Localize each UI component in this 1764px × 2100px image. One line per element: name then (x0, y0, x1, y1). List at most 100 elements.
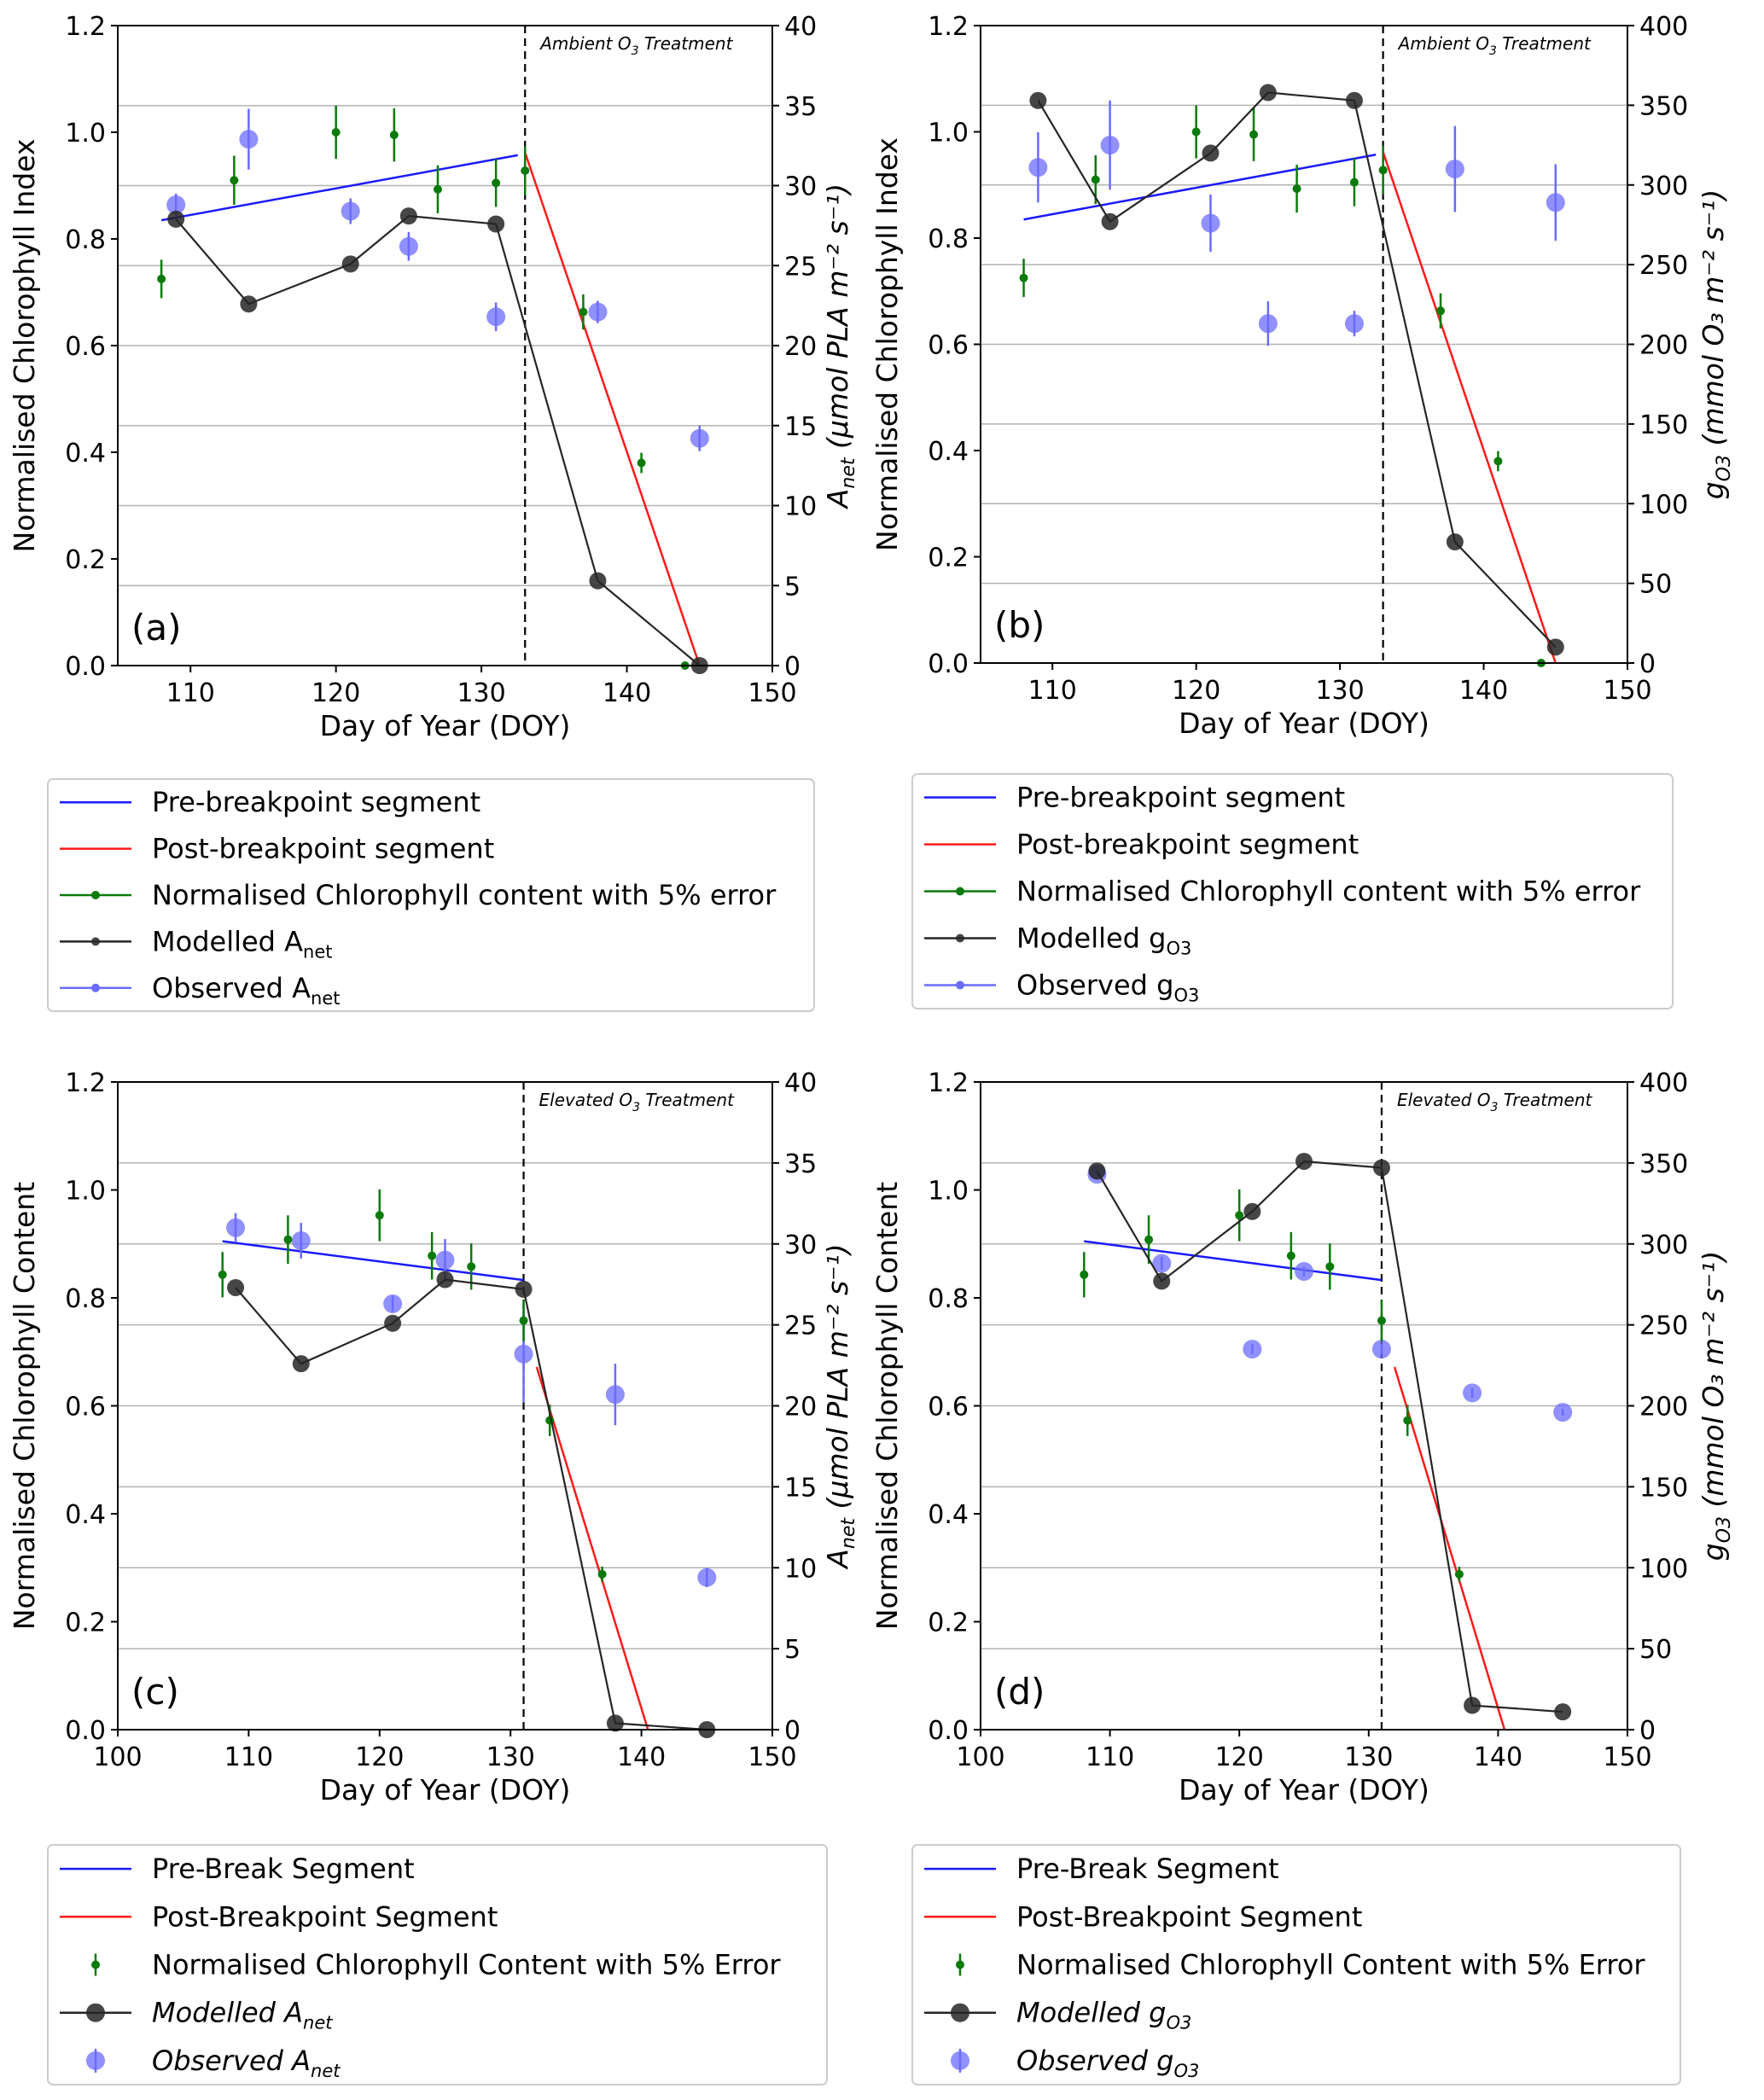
x-tick-label: 120 (311, 678, 360, 708)
legend-label-text: Pre-breakpoint segment (152, 786, 480, 818)
y-right-label-sub: net (838, 1517, 859, 1549)
panel-label: (a) (131, 607, 182, 649)
chlorophyll-point (433, 184, 442, 194)
observed-point (486, 307, 506, 327)
chlorophyll-point (597, 1569, 607, 1579)
y-left-tick-label: 1.2 (928, 1068, 969, 1098)
observed-point (1546, 193, 1565, 212)
y-left-tick-label: 1.0 (928, 119, 969, 148)
legend-label: Normalised Chlorophyll Content with 5% E… (152, 1949, 781, 1981)
x-axis-label: Day of Year (DOY) (320, 709, 571, 742)
y-right-axis-label: gO3 (mmol O₃ m⁻² s⁻¹) (1697, 1251, 1735, 1561)
observed-point (1100, 136, 1120, 155)
post-breakpoint-segment (1393, 1366, 1506, 1731)
chlorophyll-point (492, 178, 501, 188)
treatment-label-sub: 3 (1489, 44, 1497, 58)
chlorophyll-point (1019, 273, 1028, 282)
y-right-tick-label: 0 (784, 652, 800, 682)
y-right-tick-label: 400 (1639, 1068, 1688, 1098)
legend-label: Post-breakpoint segment (1016, 829, 1359, 861)
treatment-label-text: Elevated O (539, 1090, 633, 1110)
legend-label: Normalised Chlorophyll Content with 5% E… (1016, 1949, 1645, 1981)
y-left-tick-label: 0.2 (65, 1608, 106, 1638)
y-right-tick-label: 5 (784, 572, 800, 602)
legend-label: Post-Breakpoint Segment (152, 1900, 498, 1933)
y-right-tick-label: 300 (1639, 1230, 1688, 1260)
x-tick-label: 140 (1474, 1742, 1522, 1772)
x-tick-label: 150 (1603, 676, 1651, 706)
observed-point (697, 1568, 717, 1587)
x-tick-label: 140 (617, 1742, 666, 1772)
legend-label-sub: net (303, 941, 332, 962)
y-right-label-unit: (mmol O₃ m⁻² s⁻¹) (1697, 189, 1730, 455)
legend-label: Observed Anet (152, 2045, 341, 2081)
pre-breakpoint-segment (1023, 154, 1377, 221)
y-left-axis-label: Normalised Chlorophyll Content (870, 1182, 904, 1630)
treatment-label-sub: 3 (1490, 1101, 1498, 1114)
legend-label-sub: net (311, 2061, 341, 2081)
observed-point (588, 302, 608, 322)
legend: Pre-breakpoint segment Post-breakpoint se… (911, 773, 1674, 1009)
treatment-label-text: Ambient O (539, 33, 631, 54)
y-left-tick-label: 0.8 (928, 1284, 969, 1314)
pre-breakpoint-segment (222, 1240, 524, 1282)
y-left-tick-label: 1.2 (928, 12, 969, 42)
chlorophyll-point (1454, 1569, 1464, 1579)
post-breakpoint-segment (524, 152, 701, 666)
observed-point (1258, 314, 1278, 334)
y-left-tick-label: 1.2 (65, 12, 106, 42)
legend-label-sub: net (303, 2013, 333, 2033)
modelled-point (1295, 1152, 1313, 1170)
modelled-point (1101, 212, 1119, 230)
observed-point (1295, 1262, 1313, 1282)
legend-label: Observed Anet (152, 972, 340, 1009)
treatment-label-suffix: Treatment (639, 33, 734, 54)
chlorophyll-point (1493, 457, 1503, 466)
y-right-label-sub: O3 (1714, 1516, 1735, 1543)
chlorophyll-point (1249, 130, 1259, 139)
y-right-tick-label: 20 (784, 1393, 817, 1422)
legend: Pre-breakpoint segment Post-breakpoint se… (47, 778, 815, 1012)
chlorophyll-point (375, 1211, 384, 1220)
y-right-axis-label: Anet (μmol PLA m⁻² s⁻¹) (821, 183, 859, 509)
observed-point (239, 130, 259, 149)
y-right-tick-label: 10 (784, 1554, 817, 1584)
chlorophyll-point (579, 307, 588, 317)
y-right-tick-label: 35 (784, 92, 817, 122)
modelled-point (1153, 1272, 1171, 1290)
modelled-point (487, 215, 505, 233)
chlorophyll-point (637, 458, 646, 468)
legend-label-text: Observed A (152, 2045, 311, 2077)
modelled-point (1446, 533, 1464, 551)
y-right-axis-label: Anet (μmol PLA m⁻² s⁻¹) (821, 1243, 859, 1569)
y-right-tick-label: 100 (1639, 490, 1688, 520)
y-left-tick-label: 0.6 (65, 1393, 106, 1422)
legend-label: Pre-breakpoint segment (152, 786, 480, 818)
modelled-point (1372, 1159, 1390, 1177)
chlorophyll-point (1292, 184, 1301, 194)
x-axis-label: Day of Year (DOY) (1179, 1773, 1429, 1806)
legend-handle-chlorophyll-dot (91, 891, 100, 899)
modelled-point (436, 1271, 454, 1289)
y-left-tick-label: 0.6 (65, 332, 106, 362)
observed-point (605, 1385, 625, 1405)
legend-handle-observed-dot (956, 980, 964, 990)
chlorophyll-point (1378, 166, 1388, 175)
y-right-tick-label: 35 (784, 1149, 817, 1179)
y-right-label-unit: (μmol PLA m⁻² s⁻¹) (821, 1243, 854, 1518)
y-left-tick-label: 1.0 (928, 1177, 969, 1207)
legend-label-text: Modelled A (152, 1997, 303, 2029)
x-tick-label: 100 (93, 1742, 142, 1772)
chlorophyll-point (1080, 1270, 1089, 1279)
legend-label-text: Post-Breakpoint Segment (1016, 1900, 1362, 1933)
legend-label: Pre-Break Segment (152, 1853, 415, 1885)
x-tick-label: 130 (1315, 676, 1364, 706)
legend-label: Pre-Break Segment (1016, 1853, 1279, 1885)
legend-label-text: Normalised Chlorophyll content with 5% e… (152, 879, 777, 911)
y-right-tick-label: 200 (1639, 331, 1688, 361)
x-tick-label: 130 (1344, 1742, 1393, 1772)
modelled-line (235, 1278, 707, 1731)
modelled-point (227, 1278, 245, 1296)
